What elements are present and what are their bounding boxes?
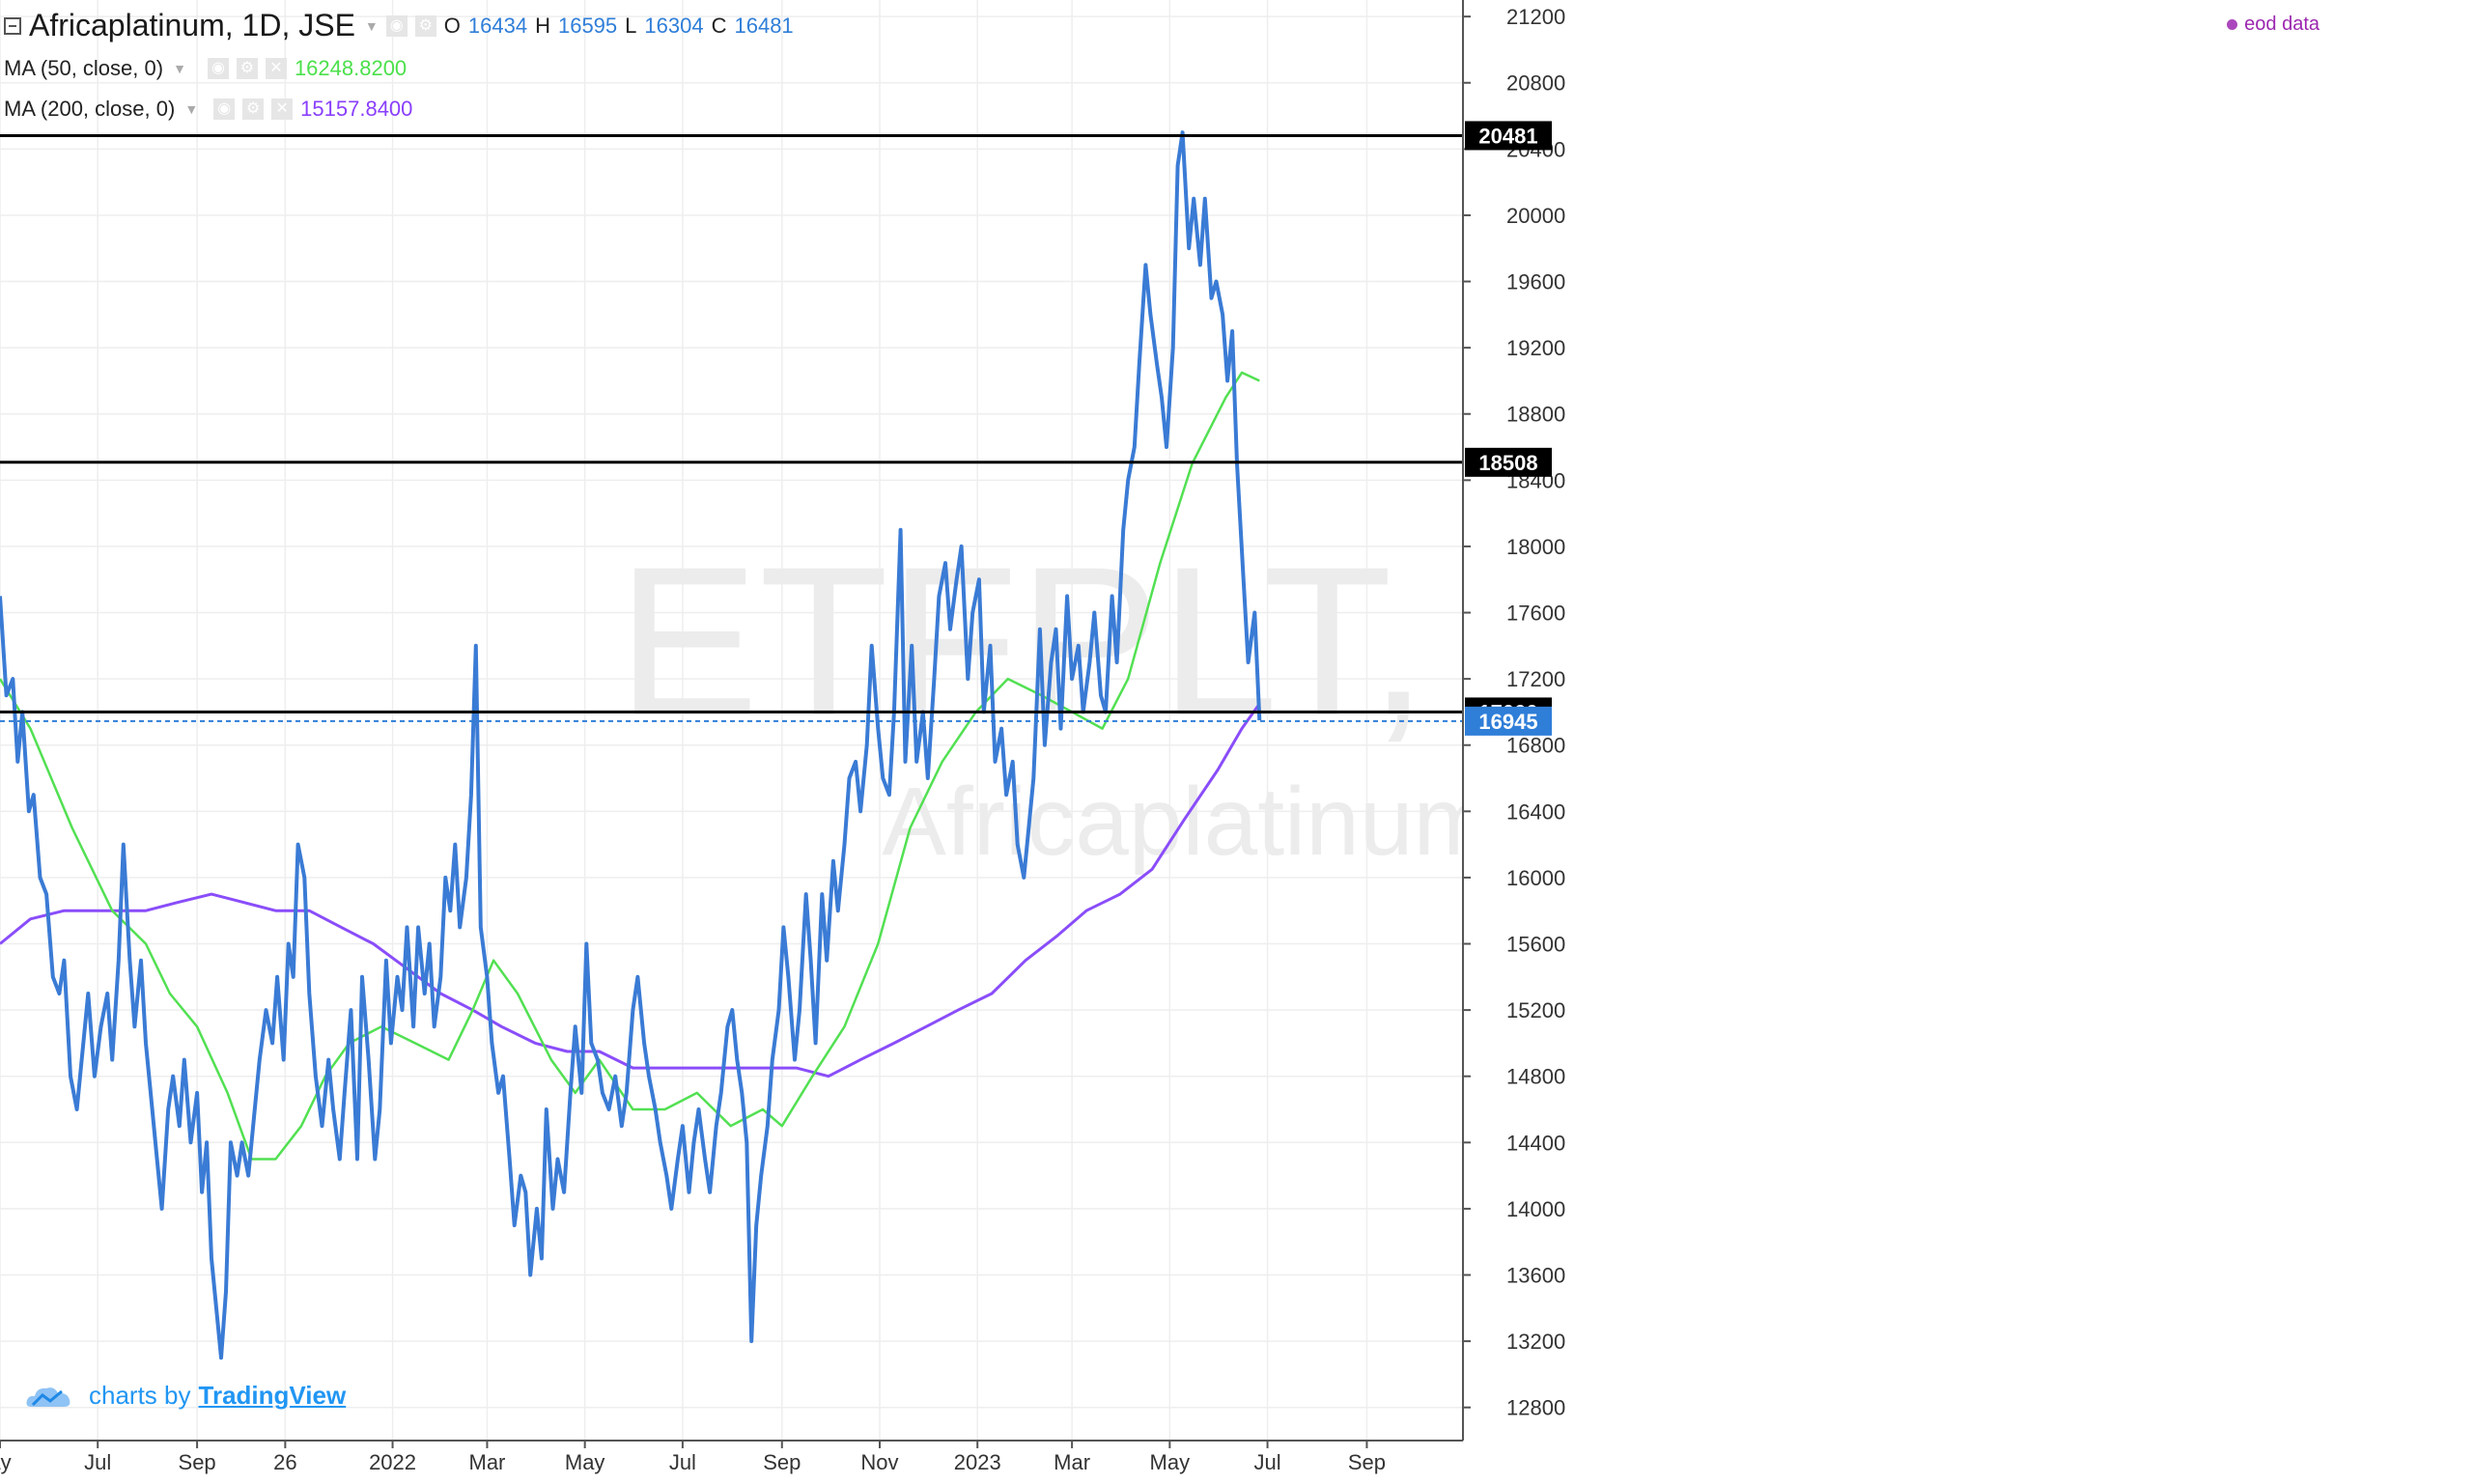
tradingview-link[interactable]: TradingView: [198, 1381, 347, 1410]
y-tick-label: 16800: [1506, 734, 1565, 758]
price-axis[interactable]: [1463, 0, 2474, 1479]
level-price-tag-bg: [1465, 121, 1552, 151]
y-tick-label: 15200: [1506, 998, 1565, 1022]
x-tick-label: Mar: [469, 1450, 506, 1474]
gear-icon[interactable]: ⚙: [242, 98, 265, 120]
eod-dot-icon: [2227, 19, 2238, 30]
close-icon[interactable]: ✕: [265, 58, 287, 79]
ma50-label[interactable]: MA (50, close, 0): [4, 56, 164, 80]
y-tick-label: 13200: [1506, 1330, 1565, 1354]
y-tick-label: 17200: [1506, 667, 1565, 691]
eod-badge: eod data: [2227, 14, 2319, 36]
x-tick-label: May: [565, 1450, 605, 1474]
legend-main-row: Africaplatinum, 1D, JSE ▼ ◉ ⚙ O 16434 H …: [4, 8, 801, 43]
y-tick-label: 15600: [1506, 933, 1565, 957]
x-tick-label: 2023: [954, 1450, 1001, 1474]
chevron-down-icon[interactable]: ▼: [173, 61, 186, 76]
tradingview-cloud-icon: [26, 1386, 70, 1407]
x-tick-label: Jul: [669, 1450, 696, 1474]
y-tick-label: 17600: [1506, 602, 1565, 626]
chevron-down-icon[interactable]: ▼: [184, 101, 199, 117]
x-tick-label: Sep: [763, 1450, 801, 1474]
eye-icon[interactable]: ◉: [207, 58, 229, 79]
ma50-value: 16248.8200: [294, 56, 408, 80]
ma200-label[interactable]: MA (200, close, 0): [4, 97, 176, 121]
ma200-value: 15157.8400: [300, 97, 413, 121]
level-price-tag-bg: [1465, 447, 1552, 477]
ohlc-high-value: 16595: [557, 13, 618, 38]
close-icon[interactable]: ✕: [271, 98, 294, 120]
x-tick-label: Jul: [1253, 1450, 1280, 1474]
branding-prefix: charts by: [89, 1381, 191, 1410]
x-tick-label: ay: [0, 1450, 12, 1474]
ohlc-close-value: 16481: [734, 13, 794, 38]
x-tick-label: 26: [273, 1450, 296, 1474]
collapse-icon[interactable]: [4, 16, 21, 35]
x-tick-label: Sep: [179, 1450, 216, 1474]
last-price-tag: 16945: [1478, 710, 1537, 734]
gear-icon[interactable]: ⚙: [236, 58, 258, 79]
symbol-title[interactable]: Africaplatinum, 1D, JSE: [29, 8, 355, 42]
y-tick-label: 19200: [1506, 336, 1565, 360]
y-tick-label: 21200: [1506, 5, 1565, 29]
eye-icon[interactable]: ◉: [385, 14, 408, 37]
ohlc-open-key: O: [443, 13, 461, 38]
tradingview-branding: charts by TradingView: [25, 1381, 346, 1411]
level-price-tag: 18508: [1478, 451, 1537, 475]
watermark-name: Africaplatinum: [882, 768, 1494, 876]
x-tick-label: Jul: [84, 1450, 111, 1474]
x-tick-label: 2022: [369, 1450, 416, 1474]
y-tick-label: 14000: [1506, 1197, 1565, 1221]
level-price-tag: 20481: [1478, 124, 1537, 148]
eye-icon[interactable]: ◉: [213, 98, 236, 120]
x-tick-label: Nov: [860, 1450, 898, 1474]
y-tick-label: 16000: [1506, 866, 1565, 890]
y-tick-label: 12800: [1506, 1396, 1565, 1420]
y-tick-label: 13600: [1506, 1264, 1565, 1288]
gear-icon[interactable]: ⚙: [414, 14, 436, 37]
y-tick-label: 14400: [1506, 1131, 1565, 1155]
chevron-down-icon[interactable]: ▼: [364, 17, 379, 34]
y-tick-label: 18800: [1506, 403, 1565, 427]
ohlc-low-value: 16304: [644, 13, 704, 38]
y-tick-label: 20800: [1506, 71, 1565, 96]
y-tick-label: 20000: [1506, 204, 1565, 228]
y-tick-label: 18000: [1506, 535, 1565, 559]
ohlc-low-key: L: [625, 13, 637, 38]
legend-ma200-row: MA (200, close, 0) ▼ ◉ ⚙ ✕ 15157.8400: [4, 97, 420, 122]
x-tick-label: May: [1150, 1450, 1191, 1474]
y-tick-label: 16400: [1506, 799, 1565, 824]
time-axis[interactable]: [0, 1441, 2474, 1479]
ohlc-close-key: C: [711, 13, 727, 38]
ohlc-open-value: 16434: [467, 13, 528, 38]
legend-ma50-row: MA (50, close, 0) ▼ ◉ ⚙ ✕ 16248.8200: [4, 56, 414, 81]
x-tick-label: Mar: [1054, 1450, 1090, 1474]
y-tick-label: 19600: [1506, 270, 1565, 294]
x-tick-label: Sep: [1348, 1450, 1386, 1474]
price-line: [0, 130, 1262, 1360]
y-tick-label: 14800: [1506, 1065, 1565, 1089]
eod-label: eod data: [2244, 14, 2319, 35]
last-price-tag-bg: [1465, 706, 1552, 736]
ohlc-high-key: H: [535, 13, 550, 38]
